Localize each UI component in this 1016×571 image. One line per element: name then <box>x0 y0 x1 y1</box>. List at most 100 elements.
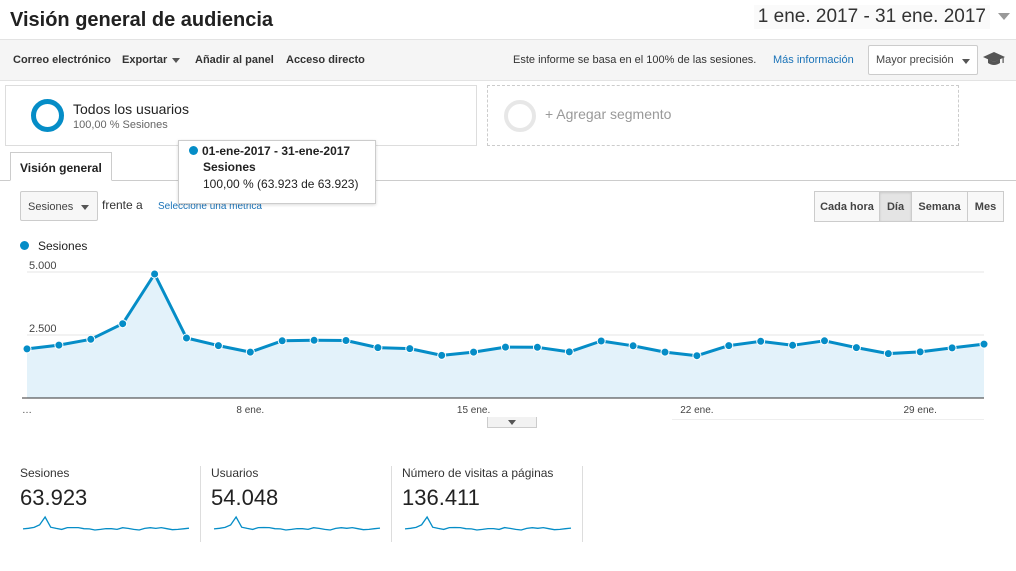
granularity-week-button[interactable]: Semana <box>911 191 968 222</box>
data-point <box>309 335 319 345</box>
date-range-picker[interactable]: 1 ene. 2017 - 31 ene. 2017 <box>753 5 990 29</box>
x-tick-label: 22 ene. <box>680 405 713 416</box>
data-point <box>277 336 287 346</box>
kpi-label: Número de visitas a páginas <box>402 466 554 480</box>
data-point <box>851 343 861 353</box>
data-point <box>660 347 670 357</box>
chevron-down-icon <box>962 59 970 64</box>
legend-label: Sesiones <box>38 239 88 253</box>
tooltip-value: 100,00 % (63.923 de 63.923) <box>203 177 359 191</box>
data-point <box>341 336 351 345</box>
tooltip-date: 01-ene-2017 - 31-ene-2017 <box>189 144 375 159</box>
granularity-day-button[interactable]: Día <box>879 191 912 222</box>
sparkline-users <box>213 515 381 531</box>
y-tick-label: 5.000 <box>29 260 57 272</box>
granularity-hourly-button[interactable]: Cada hora <box>814 191 880 222</box>
more-info-link[interactable]: Más información <box>773 54 854 66</box>
tooltip-dot <box>189 146 198 155</box>
data-point <box>915 347 925 357</box>
tab-overview[interactable]: Visión general <box>10 152 112 181</box>
tab-divider <box>0 180 1016 181</box>
x-tick-label: 8 ene. <box>236 405 264 416</box>
kpi-divider <box>391 466 392 542</box>
sparkline-path <box>404 515 572 531</box>
add-segment-label: + Agregar segmento <box>545 106 672 122</box>
add-to-panel-button[interactable]: Añadir al panel <box>195 54 274 66</box>
kpi-users[interactable]: Usuarios 54.048 <box>211 466 278 511</box>
sparkline-path <box>22 515 190 531</box>
data-point <box>596 336 606 346</box>
select-metric-link[interactable]: Seleccione una métrica <box>158 201 262 212</box>
data-point <box>373 343 383 353</box>
empty-ring-icon <box>504 100 536 132</box>
data-point <box>22 344 32 354</box>
tooltip-metric: Sesiones <box>203 160 256 174</box>
precision-select[interactable]: Mayor precisión <box>868 45 978 75</box>
data-point <box>213 341 223 351</box>
legend-dot <box>20 241 29 250</box>
kpi-label: Usuarios <box>211 466 259 480</box>
data-point <box>628 341 638 351</box>
add-segment-card[interactable]: + Agregar segmento <box>487 85 959 146</box>
sampling-note: Este informe se basa en el 100% de las s… <box>513 54 757 66</box>
chevron-down-icon <box>81 205 89 210</box>
page-title: Visión general de audiencia <box>10 9 274 31</box>
sparkline-sessions <box>22 515 190 531</box>
data-point <box>564 347 574 357</box>
kpi-value: 54.048 <box>211 485 279 510</box>
data-point <box>182 333 191 343</box>
y-tick-label: 2.500 <box>29 323 57 335</box>
sessions-chart[interactable]: 2.500 5.000 … 8 ene. 15 ene. 22 ene. 29 ene. <box>0 255 1016 420</box>
shortcut-button[interactable]: Acceso directo <box>286 54 365 66</box>
data-point <box>86 334 96 344</box>
data-point <box>437 350 447 360</box>
data-point <box>54 340 64 350</box>
kpi-sessions[interactable]: Sesiones 63.923 <box>20 466 87 511</box>
versus-label: frente a <box>102 198 143 212</box>
report-toolbar: Correo electrónico Exportar Añadir al pa… <box>0 39 1016 81</box>
export-label: Exportar <box>122 54 168 66</box>
kpi-divider <box>582 466 583 542</box>
data-point <box>405 344 415 354</box>
kpi-label: Sesiones <box>20 466 70 480</box>
chevron-down-icon[interactable] <box>998 13 1010 20</box>
data-point <box>979 339 989 349</box>
data-point <box>883 349 893 359</box>
sparkline-path <box>213 515 381 531</box>
segment-share: 100,00 % Sesiones <box>73 119 168 131</box>
x-tick-label: 29 ene. <box>904 405 937 416</box>
chevron-down-icon <box>508 420 516 425</box>
data-point <box>820 336 829 346</box>
data-point <box>692 351 702 361</box>
data-point <box>788 340 798 350</box>
data-point <box>245 347 255 357</box>
chevron-down-icon <box>172 57 181 63</box>
data-point <box>469 347 479 357</box>
graduation-cap-icon[interactable] <box>983 50 1005 68</box>
email-button[interactable]: Correo electrónico <box>13 54 111 66</box>
series-area <box>27 274 984 398</box>
precision-label: Mayor precisión <box>876 54 954 66</box>
tooltip: 01-ene-2017 - 31-ene-2017 Sesiones 100,0… <box>178 140 376 204</box>
data-point <box>947 343 957 353</box>
data-point <box>756 336 766 346</box>
granularity-month-button[interactable]: Mes <box>967 191 1004 222</box>
x-tick-label: 15 ene. <box>457 405 490 416</box>
data-point <box>724 341 734 351</box>
data-point <box>532 342 542 352</box>
segment-card-all-users[interactable]: Todos los usuarios 100,00 % Sesiones <box>5 85 477 146</box>
kpi-divider <box>200 466 201 542</box>
chart-expand-toggle[interactable] <box>487 417 537 428</box>
kpi-value: 63.923 <box>20 485 88 510</box>
sparkline-pageviews <box>404 515 572 531</box>
segment-ring-icon <box>31 99 64 132</box>
data-point <box>118 319 128 329</box>
export-button[interactable]: Exportar <box>122 54 181 66</box>
data-point <box>150 269 160 279</box>
metric-select[interactable]: Sesiones <box>20 191 98 221</box>
segment-name: Todos los usuarios <box>73 101 189 117</box>
data-point <box>501 342 510 352</box>
kpi-value: 136.411 <box>402 485 480 510</box>
kpi-pageviews[interactable]: Número de visitas a páginas 136.411 <box>402 466 553 511</box>
metric-select-label: Sesiones <box>28 201 74 213</box>
